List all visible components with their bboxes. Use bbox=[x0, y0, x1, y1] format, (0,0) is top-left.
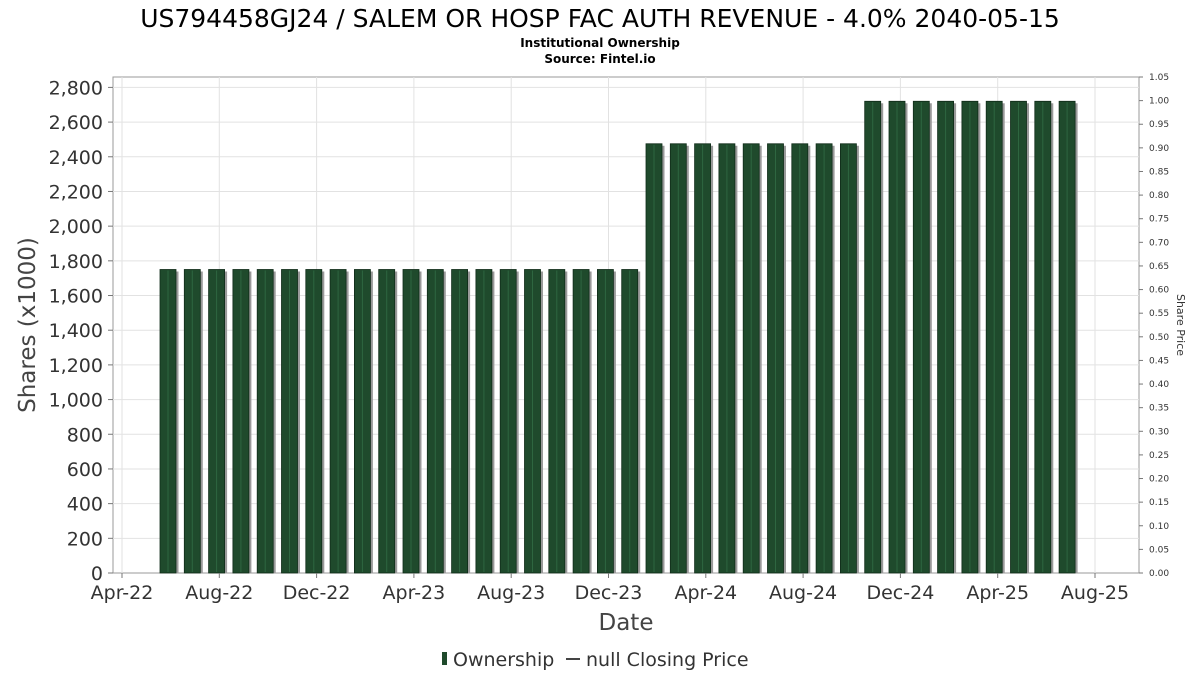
y-tick-label: 2,400 bbox=[49, 147, 103, 169]
y2-tick-label: 1.00 bbox=[1149, 97, 1169, 107]
y-tick-label: 2,000 bbox=[49, 216, 103, 238]
chart-title: US794458GJ24 / SALEM OR HOSP FAC AUTH RE… bbox=[140, 4, 1060, 33]
y2-tick-label: 0.95 bbox=[1149, 120, 1169, 130]
y2-tick-label: 0.00 bbox=[1149, 569, 1169, 579]
y2-tick-label: 0.30 bbox=[1149, 427, 1169, 437]
y-tick-label: 2,800 bbox=[49, 77, 103, 99]
y2-tick-label: 0.10 bbox=[1149, 522, 1169, 532]
y-axis-ticks: 0 200 400 600 800 1,000 1,200 1,400 1,600 1,800 2,… bbox=[49, 77, 113, 585]
x-tick-label: Dec-22 bbox=[283, 582, 351, 604]
chart-subtitle: Institutional Ownership bbox=[520, 36, 680, 50]
x-tick-label: Aug-25 bbox=[1061, 582, 1129, 604]
y-tick-label: 2,200 bbox=[49, 181, 103, 203]
y2-tick-label: 0.80 bbox=[1149, 191, 1169, 201]
chart-source: Source: Fintel.io bbox=[544, 52, 655, 66]
y-tick-label: 800 bbox=[67, 424, 103, 446]
y2-tick-label: 1.05 bbox=[1149, 73, 1169, 83]
x-tick-label: Aug-24 bbox=[769, 582, 837, 604]
legend-ownership-label: Ownership bbox=[453, 649, 554, 671]
y2-tick-label: 0.05 bbox=[1149, 545, 1169, 555]
x-tick-label: Apr-23 bbox=[383, 582, 446, 604]
y2-tick-label: 0.55 bbox=[1149, 309, 1169, 319]
y2-axis-ticks: 0.00 0.05 0.10 0.15 0.20 0.25 0.30 0.35 0.40 0.45… bbox=[1139, 73, 1169, 579]
y2-tick-label: 0.50 bbox=[1149, 333, 1169, 343]
y2-tick-label: 0.15 bbox=[1149, 498, 1169, 508]
y2-tick-label: 0.40 bbox=[1149, 380, 1169, 390]
y2-tick-label: 0.75 bbox=[1149, 215, 1169, 225]
y-tick-label: 1,000 bbox=[49, 390, 103, 412]
y2-tick-label: 0.60 bbox=[1149, 286, 1169, 296]
ownership-bars bbox=[159, 100, 1078, 574]
y2-tick-label: 0.85 bbox=[1149, 167, 1169, 177]
y2-tick-label: 0.70 bbox=[1149, 238, 1169, 248]
y-tick-label: 0 bbox=[91, 563, 103, 585]
y2-tick-label: 0.90 bbox=[1149, 144, 1169, 154]
y-axis-label: Shares (x1000) bbox=[15, 237, 41, 413]
y-tick-label: 400 bbox=[67, 494, 103, 516]
y2-tick-label: 0.20 bbox=[1149, 475, 1169, 485]
x-tick-label: Apr-24 bbox=[674, 582, 737, 604]
x-tick-label: Aug-22 bbox=[185, 582, 253, 604]
legend: Ownership null Closing Price bbox=[442, 649, 749, 671]
x-tick-label: Dec-24 bbox=[866, 582, 934, 604]
y-tick-label: 1,800 bbox=[49, 251, 103, 273]
x-axis-label: Date bbox=[599, 610, 654, 636]
x-tick-label: Apr-25 bbox=[966, 582, 1029, 604]
x-tick-label: Aug-23 bbox=[477, 582, 545, 604]
y-tick-label: 200 bbox=[67, 528, 103, 550]
y2-tick-label: 0.35 bbox=[1149, 404, 1169, 414]
y2-tick-label: 0.65 bbox=[1149, 262, 1169, 272]
legend-ownership-swatch bbox=[442, 652, 447, 665]
y2-tick-label: 0.45 bbox=[1149, 356, 1169, 366]
x-tick-label: Dec-23 bbox=[575, 582, 643, 604]
y-tick-label: 600 bbox=[67, 459, 103, 481]
y2-tick-label: 0.25 bbox=[1149, 451, 1169, 461]
legend-closing-price-label: null Closing Price bbox=[586, 649, 749, 671]
x-axis-ticks: Apr-22 Aug-22 Dec-22 Apr-23 Aug-23 Dec-23 Apr-… bbox=[91, 573, 1129, 604]
y-tick-label: 1,200 bbox=[49, 355, 103, 377]
y-tick-label: 1,400 bbox=[49, 320, 103, 342]
y-tick-label: 2,600 bbox=[49, 112, 103, 134]
x-tick-label: Apr-22 bbox=[91, 582, 154, 604]
y2-axis-label: Share Price bbox=[1174, 294, 1187, 356]
y-tick-label: 1,600 bbox=[49, 286, 103, 308]
